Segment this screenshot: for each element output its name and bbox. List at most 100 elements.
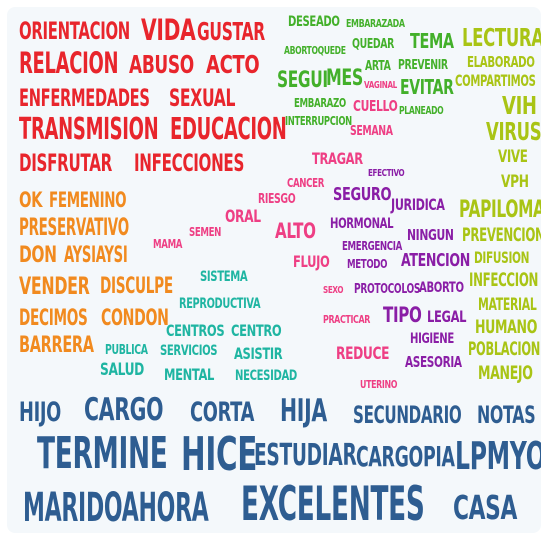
word-hormonal: HORMONAL [330,216,394,232]
word-seguro: SEGURO [333,184,392,205]
word-necesidad: NECESIDAD [235,368,297,384]
word-embarazo: EMBARAZO [294,96,346,110]
word-quedar: QUEDAR [352,37,395,52]
word-ningun: NINGUN [407,226,454,244]
word-lpmyo: LPMYO [455,434,541,478]
word-alto: ALTO [275,219,316,243]
word-orientacion: ORIENTACION [19,17,130,45]
word-practicar: PRACTICAR [323,313,371,326]
word-lectura: LECTURA [462,23,541,52]
word-sexual: SEXUAL [169,84,236,112]
word-vih: VIH [502,91,537,120]
word-emergencia: EMERGENCIA [342,239,402,253]
word-uterino: UTERINO [360,378,398,391]
word-flujo: FLUJO [293,252,330,271]
word-barrera: BARRERA [19,333,94,358]
word-termine: TERMINE [37,428,168,479]
word-poblacion: POBLACION [468,338,540,360]
word-cargo: CARGO [84,392,164,428]
word-disculpe: DISCULPE [100,274,173,299]
word-mama: MAMA [153,237,183,251]
word-casa: CASA [453,488,518,527]
word-humano: HUMANO [475,316,538,338]
word-protocolos: PROTOCOLOS [354,282,421,297]
word-infeccion: INFECCION [469,269,539,291]
word-reproductiva: REPRODUCTIVA [179,296,261,312]
word-acto: ACTO [206,50,260,79]
word-mes: MES [326,66,363,91]
word-servicios: SERVICIOS [160,343,218,359]
word-cuello: CUELLO [353,97,398,115]
word-femenino: FEMENINO [49,188,127,212]
word-arta: ARTA [365,59,391,74]
word-embarazada: EMBARAZADA [346,17,405,30]
word-aysiaysi: AYSIAYSI [64,243,128,268]
word-planeado: PLANEADO [399,104,444,117]
word-hice: HICE [181,427,258,481]
word-virus: VIRUS [486,117,541,146]
word-asistir: ASISTIR [234,344,283,363]
word-tragar: TRAGAR [312,149,363,168]
word-educacion: EDUCACION [170,112,287,147]
word-secundario: SECUNDARIO [353,401,462,429]
word-efectivo: EFECTIVO [368,168,405,179]
word-disfrutar: DISFRUTAR [19,149,112,177]
word-asesoria: ASESORIA [405,353,462,371]
word-reduce: REDUCE [336,344,390,364]
word-interrupcion: INTERRUPCION [285,114,352,128]
word-corta: CORTA [190,397,255,428]
word-segui: SEGUI [277,68,328,93]
word-condon: CONDON [101,306,169,331]
word-semana: SEMANA [350,124,393,139]
word-salud: SALUD [100,360,144,380]
word-abortoquede: ABORTOQUEDE [284,44,346,57]
word-relacion: RELACION [19,46,119,80]
word-don: DON [19,243,57,268]
word-sexo: SEXO [323,285,344,296]
word-vph: VPH [501,172,529,192]
word-oral: ORAL [225,207,261,227]
word-transmision: TRANSMISION [19,112,159,147]
word-tema: TEMA [410,29,454,53]
word-ok: OK [19,188,43,212]
word-abuso: ABUSO [129,50,194,79]
word-hija: HIJA [280,393,327,429]
word-maridoahora: MARIDOAHORA [23,485,209,531]
word-deseado: DESEADO [288,14,340,30]
word-cargopia: CARGOPIA [356,440,455,473]
word-compartimos: COMPARTIMOS [455,71,536,90]
word-centros: CENTROS [166,321,225,340]
word-notas: NOTAS [477,401,536,429]
word-evitar: EVITAR [400,75,454,99]
word-vida: VIDA [141,13,196,47]
word-prevenir: PREVENIR [398,58,448,73]
word-infecciones: INFECCIONES [134,149,245,177]
word-sistema: SISTEMA [200,269,248,285]
word-cancer: CANCER [287,176,325,190]
word-mental: MENTAL [164,365,215,384]
word-legal: LEGAL [427,307,467,326]
word-prevencion: PREVENCION [462,224,541,246]
word-vender: VENDER [19,272,90,300]
word-vive: VIVE [498,147,528,167]
word-riesgo: RIESGO [258,192,296,207]
word-metodo: METODO [347,257,388,271]
word-publica: PUBLICA [105,343,148,358]
word-semen: SEMEN [189,225,222,239]
word-atencion: ATENCION [401,250,470,271]
word-material: MATERIAL [478,295,537,315]
word-papiloma: PAPILOMA [459,195,541,223]
word-higiene: HIGIENE [410,331,454,347]
word-juridica: JURIDICA [391,195,445,214]
word-enfermedades: ENFERMEDADES [19,84,150,112]
word-aborto: ABORTO [419,280,464,296]
word-excelentes: EXCELENTES [241,477,425,532]
word-vaginal: VAGINAL [364,80,397,91]
word-cloud: ORIENTACION VIDA GUSTAR RELACION ABUSO A… [7,7,541,533]
word-gustar: GUSTAR [197,17,265,46]
word-preservativo: PRESERVATIVO [19,213,129,241]
word-decimos: DECIMOS [19,306,88,331]
word-centro: CENTRO [231,321,282,340]
word-estudiar: ESTUDIAR [254,438,357,473]
word-difusion: DIFUSION [474,248,530,267]
